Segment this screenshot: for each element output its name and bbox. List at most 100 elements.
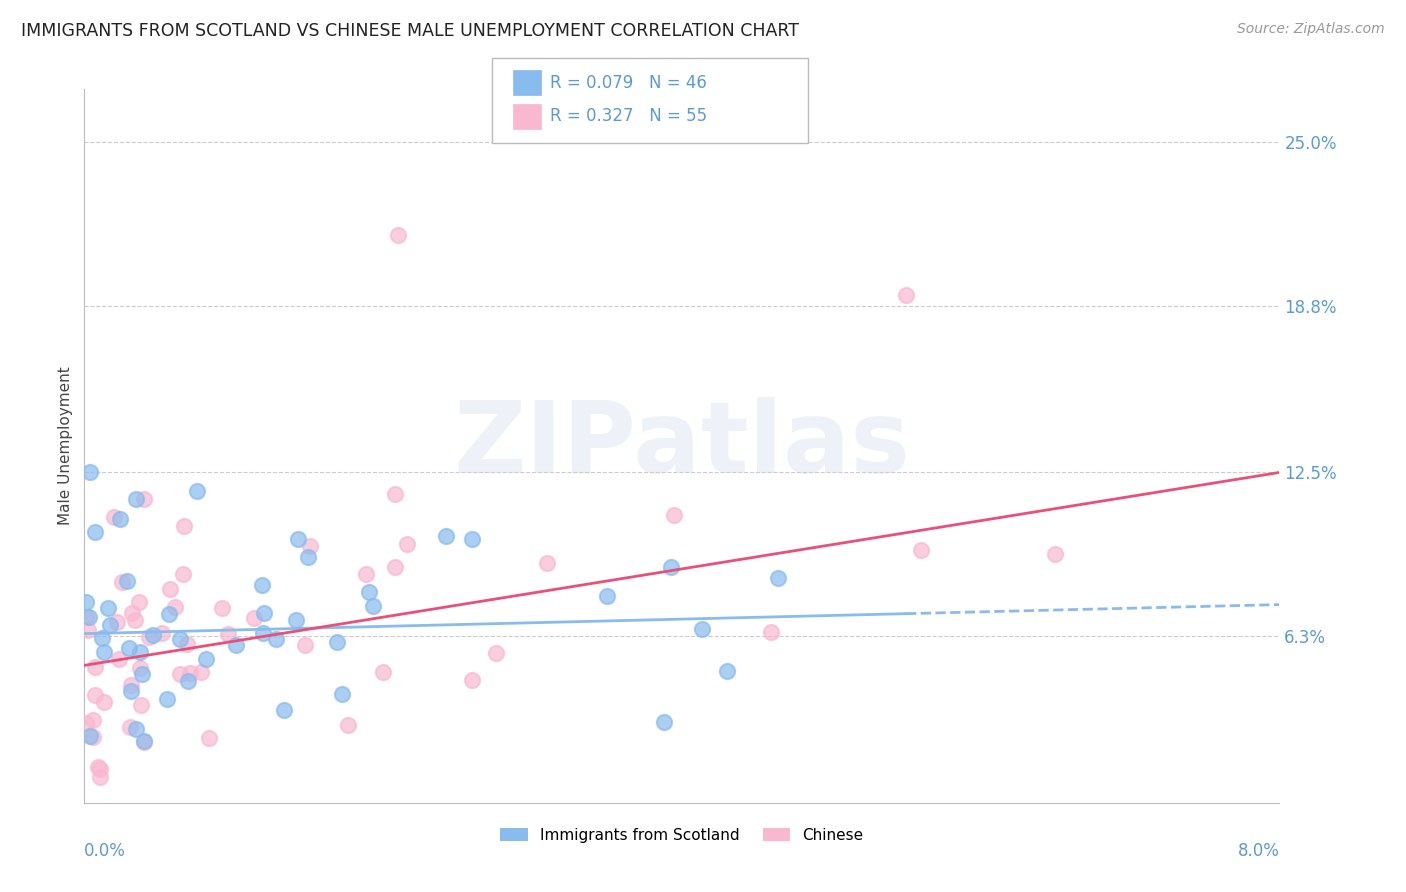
Point [117,574,139,589]
Point [596,589,619,603]
Point [662,508,685,522]
Point [75,716,97,731]
Point [766,571,789,585]
Point [125,723,148,737]
Point [84,660,107,674]
Point [461,533,484,547]
Point [297,549,319,564]
Point [118,641,141,656]
Point [169,632,191,647]
Point [373,665,395,680]
Point [894,288,917,302]
Point [121,606,143,620]
Point [129,698,152,712]
Point [384,560,406,574]
Point [108,512,131,526]
Point [84,689,107,703]
Point [93,645,115,659]
Point [190,665,212,680]
Point [250,577,273,591]
Point [157,607,180,621]
Point [79,466,101,480]
Point [118,720,141,734]
Point [105,615,128,630]
Point [211,601,233,615]
Point [150,625,173,640]
Point [361,599,384,613]
Point [217,626,239,640]
Point [1045,548,1067,562]
Point [384,487,406,501]
Point [165,600,187,615]
Point [330,687,353,701]
Point [132,491,156,506]
Point [142,628,165,642]
Y-axis label: Male Unemployment: Male Unemployment [58,367,73,525]
Text: ZIPatlas: ZIPatlas [454,398,910,494]
Point [125,492,148,507]
Point [79,729,101,743]
Point [121,684,143,698]
Point [536,556,558,570]
Text: Source: ZipAtlas.com: Source: ZipAtlas.com [1237,22,1385,37]
Point [179,665,201,680]
Point [82,713,104,727]
Point [186,483,208,498]
Text: IMMIGRANTS FROM SCOTLAND VS CHINESE MALE UNEMPLOYMENT CORRELATION CHART: IMMIGRANTS FROM SCOTLAND VS CHINESE MALE… [21,22,799,40]
Point [124,613,146,627]
Point [76,624,98,638]
Point [79,610,101,624]
Point [294,638,316,652]
Point [284,613,307,627]
Point [159,582,181,596]
Point [132,735,155,749]
Point [253,606,276,620]
Point [128,645,150,659]
Point [169,666,191,681]
Point [75,595,97,609]
Text: 8.0%: 8.0% [1237,842,1279,860]
Point [173,518,195,533]
Point [82,730,104,744]
Point [110,574,132,589]
Point [761,624,783,639]
Point [298,539,321,553]
Point [108,651,131,665]
Point [690,622,713,636]
Point [287,533,309,547]
Point [654,715,676,730]
Point [395,537,418,551]
Point [177,673,200,688]
Point [103,510,125,524]
Point [659,559,682,574]
Text: R = 0.327   N = 55: R = 0.327 N = 55 [550,107,707,125]
Point [243,611,266,625]
Point [75,610,97,624]
Point [326,635,349,649]
Point [98,617,121,632]
Point [97,601,120,615]
Text: R = 0.079   N = 46: R = 0.079 N = 46 [550,74,707,92]
Point [195,652,218,666]
Point [434,529,457,543]
Point [132,733,155,747]
Point [198,731,221,745]
Point [485,646,508,660]
Point [387,227,409,242]
Point [359,585,381,599]
Point [93,695,115,709]
Point [252,626,274,640]
Point [89,770,111,784]
Point [716,665,738,679]
Point [131,666,153,681]
Point [266,632,288,647]
Point [84,524,107,539]
Point [91,632,114,646]
Text: 0.0%: 0.0% [84,842,127,860]
Point [86,759,108,773]
Point [225,638,247,652]
Point [128,595,150,609]
Point [138,630,160,644]
Point [156,691,179,706]
Point [273,703,295,717]
